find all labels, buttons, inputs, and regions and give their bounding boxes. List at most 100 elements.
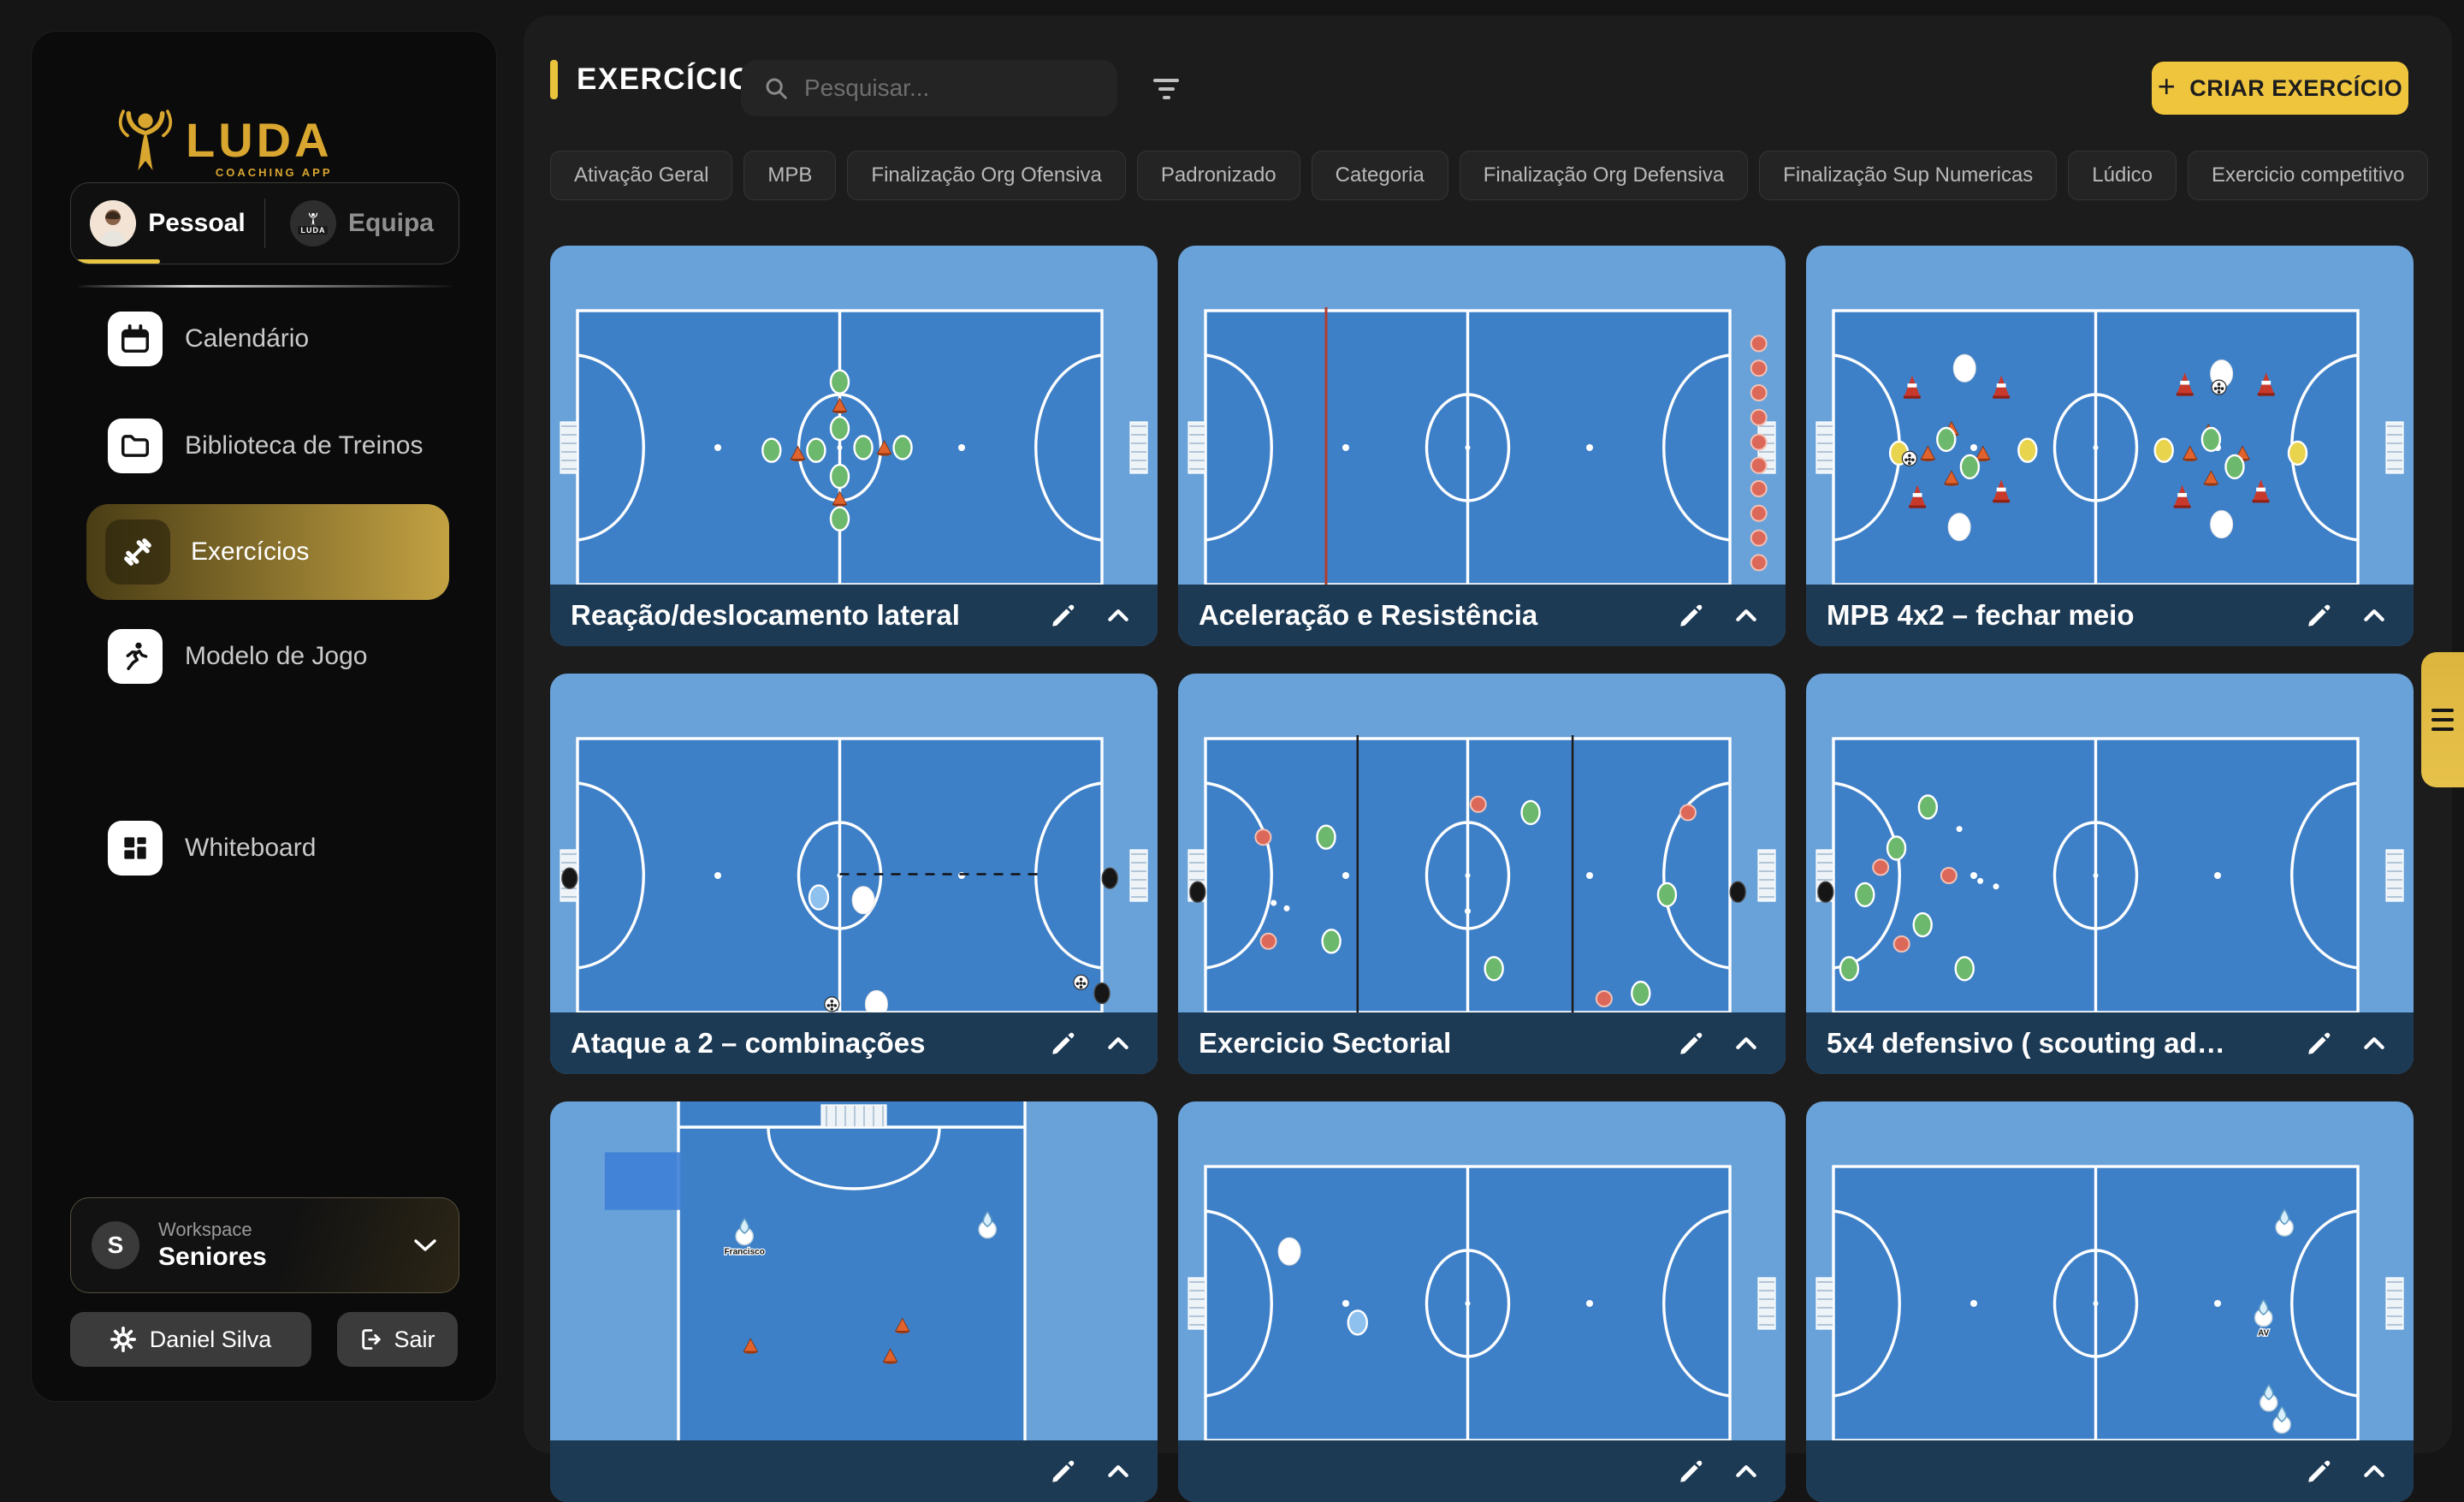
court-marker-tcone — [1993, 375, 2011, 399]
sidebar-item-calendario[interactable]: Calendário — [108, 312, 480, 366]
court-diagram — [1188, 307, 1776, 585]
exercise-card[interactable]: Reação/deslocamento lateral — [550, 246, 1158, 646]
filter-chip[interactable]: Finalização Sup Numericas — [1759, 151, 2058, 200]
court-marker-cone — [832, 397, 848, 413]
sidebar-item-modelo-de-jogo[interactable]: Modelo de Jogo — [108, 629, 480, 684]
gear-icon — [110, 1327, 136, 1352]
pencil-icon — [1052, 604, 1075, 626]
collapse-card-button[interactable] — [2355, 1452, 2393, 1490]
court-marker-dot — [1270, 899, 1277, 906]
edit-exercise-button[interactable] — [1045, 1452, 1082, 1490]
filter-chip[interactable]: Finalização Org Defensiva — [1459, 151, 1749, 200]
edit-exercise-button[interactable] — [1045, 1024, 1082, 1062]
court-marker-tcone — [1903, 375, 1921, 399]
court-marker-red — [1750, 408, 1768, 426]
court-marker-green — [806, 437, 826, 463]
court-marker-red — [1750, 529, 1768, 547]
exercise-card[interactable]: 5x4 defensivo ( scouting ad… — [1806, 674, 2414, 1074]
filter-chip[interactable]: Ativação Geral — [550, 151, 733, 200]
side-drawer-toggle[interactable] — [2421, 652, 2464, 787]
exercise-card[interactable]: Aceleração e Resistência — [1178, 246, 1786, 646]
card-title-bar: Ataque a 2 – combinações — [550, 1012, 1158, 1074]
sidebar-item-whiteboard[interactable]: Whiteboard — [108, 821, 480, 876]
user-name: Daniel Silva — [149, 1326, 272, 1352]
court-marker-tcone — [1993, 479, 2011, 503]
logout-icon — [362, 1329, 382, 1350]
court-marker-dot — [1977, 877, 1984, 884]
logout-button[interactable]: Sair — [337, 1312, 458, 1367]
court-marker-green — [1656, 882, 1678, 908]
tab-equipa[interactable]: LUDA Equipa — [265, 183, 459, 264]
filter-chip[interactable]: Lúdico — [2068, 151, 2177, 200]
edit-exercise-button[interactable] — [1673, 1452, 1710, 1490]
card-title-bar — [1806, 1440, 2414, 1502]
court-marker-tcone — [1909, 484, 1927, 508]
court-marker-yellow — [2287, 440, 2308, 466]
court-diagram — [1815, 309, 2404, 585]
collapse-card-button[interactable] — [1727, 1024, 1765, 1062]
collapse-card-button[interactable] — [2355, 597, 2393, 634]
edit-exercise-button[interactable] — [2301, 1452, 2338, 1490]
filter-chip[interactable]: Padronizado — [1136, 151, 1300, 200]
filter-chip[interactable]: Categoria — [1311, 151, 1448, 200]
court-marker-green — [2224, 454, 2245, 480]
create-exercise-button[interactable]: + CRIAR EXERCÍCIO — [2152, 62, 2408, 115]
court-marker-green — [829, 463, 850, 490]
collapse-card-button[interactable] — [1099, 597, 1137, 634]
court-marker-green — [1917, 794, 1939, 820]
sidebar-item-label: Modelo de Jogo — [185, 642, 368, 670]
court-marker-cone — [882, 1348, 898, 1364]
chevron-up-icon — [2364, 1037, 2384, 1049]
exercise-card[interactable]: Exercicio Sectorial — [1178, 674, 1786, 1074]
edit-exercise-button[interactable] — [2301, 1024, 2338, 1062]
exercise-card[interactable]: AV — [1806, 1101, 2414, 1502]
filter-button[interactable] — [1146, 72, 1186, 106]
court-marker-white — [864, 989, 888, 1012]
court-marker-yellow — [2017, 437, 2038, 463]
search-box — [741, 60, 1117, 116]
court-marker-tcone — [2176, 372, 2194, 396]
filter-chip[interactable]: Finalização Org Ofensiva — [847, 151, 1126, 200]
avatar — [90, 200, 137, 246]
court-marker-red — [1259, 932, 1277, 950]
filter-chip[interactable]: Exercicio competitivo — [2188, 151, 2429, 200]
chevron-up-icon — [1108, 609, 1128, 621]
collapse-card-button[interactable] — [1099, 1024, 1137, 1062]
sidebar-item-biblioteca[interactable]: Biblioteca de Treinos — [108, 419, 480, 473]
chevron-up-icon — [1108, 1037, 1128, 1049]
court-marker-red — [1750, 504, 1768, 522]
filter-chips-row: Ativação Geral MPB Finalização Org Ofensiv… — [550, 151, 2429, 200]
logo-subtitle: COACHING APP — [215, 165, 333, 179]
court-marker-drop — [2260, 1384, 2278, 1412]
sidebar-item-exercicios[interactable]: Exercícios — [86, 504, 449, 600]
court-marker-green — [1839, 956, 1860, 982]
court-diagram — [1188, 1165, 1776, 1440]
court-marker-black — [1101, 867, 1118, 889]
exercise-card[interactable] — [1178, 1101, 1786, 1502]
hamburger-icon — [2431, 709, 2454, 712]
court-marker-green — [1316, 824, 1336, 850]
collapse-card-button[interactable] — [1099, 1452, 1137, 1490]
filter-chip[interactable]: MPB — [743, 151, 837, 200]
workspace-selector[interactable]: S Workspace Seniores — [70, 1197, 459, 1293]
collapse-card-button[interactable] — [2355, 1024, 2393, 1062]
edit-exercise-button[interactable] — [1673, 597, 1710, 634]
sidebar-item-label: Exercícios — [191, 537, 310, 566]
edit-exercise-button[interactable] — [1673, 1024, 1710, 1062]
chevron-up-icon — [1736, 1465, 1756, 1477]
exercise-card[interactable]: Ataque a 2 – combinações — [550, 674, 1158, 1074]
collapse-card-button[interactable] — [1727, 597, 1765, 634]
exercise-card[interactable]: Francisco — [550, 1101, 1158, 1502]
tab-pessoal[interactable]: Pessoal — [71, 183, 264, 264]
chevron-down-icon — [414, 1239, 436, 1251]
user-settings-button[interactable]: Daniel Silva — [70, 1312, 311, 1367]
court-marker-red — [1750, 456, 1768, 474]
chevron-up-icon — [2364, 609, 2384, 621]
edit-exercise-button[interactable] — [2301, 597, 2338, 634]
search-input[interactable] — [804, 74, 1078, 102]
edit-exercise-button[interactable] — [1045, 597, 1082, 634]
exercise-card[interactable]: MPB 4x2 – fechar meio — [1806, 246, 2414, 646]
collapse-card-button[interactable] — [1727, 1452, 1765, 1490]
chevron-up-icon — [1736, 609, 1756, 621]
court-marker-black — [561, 867, 578, 889]
